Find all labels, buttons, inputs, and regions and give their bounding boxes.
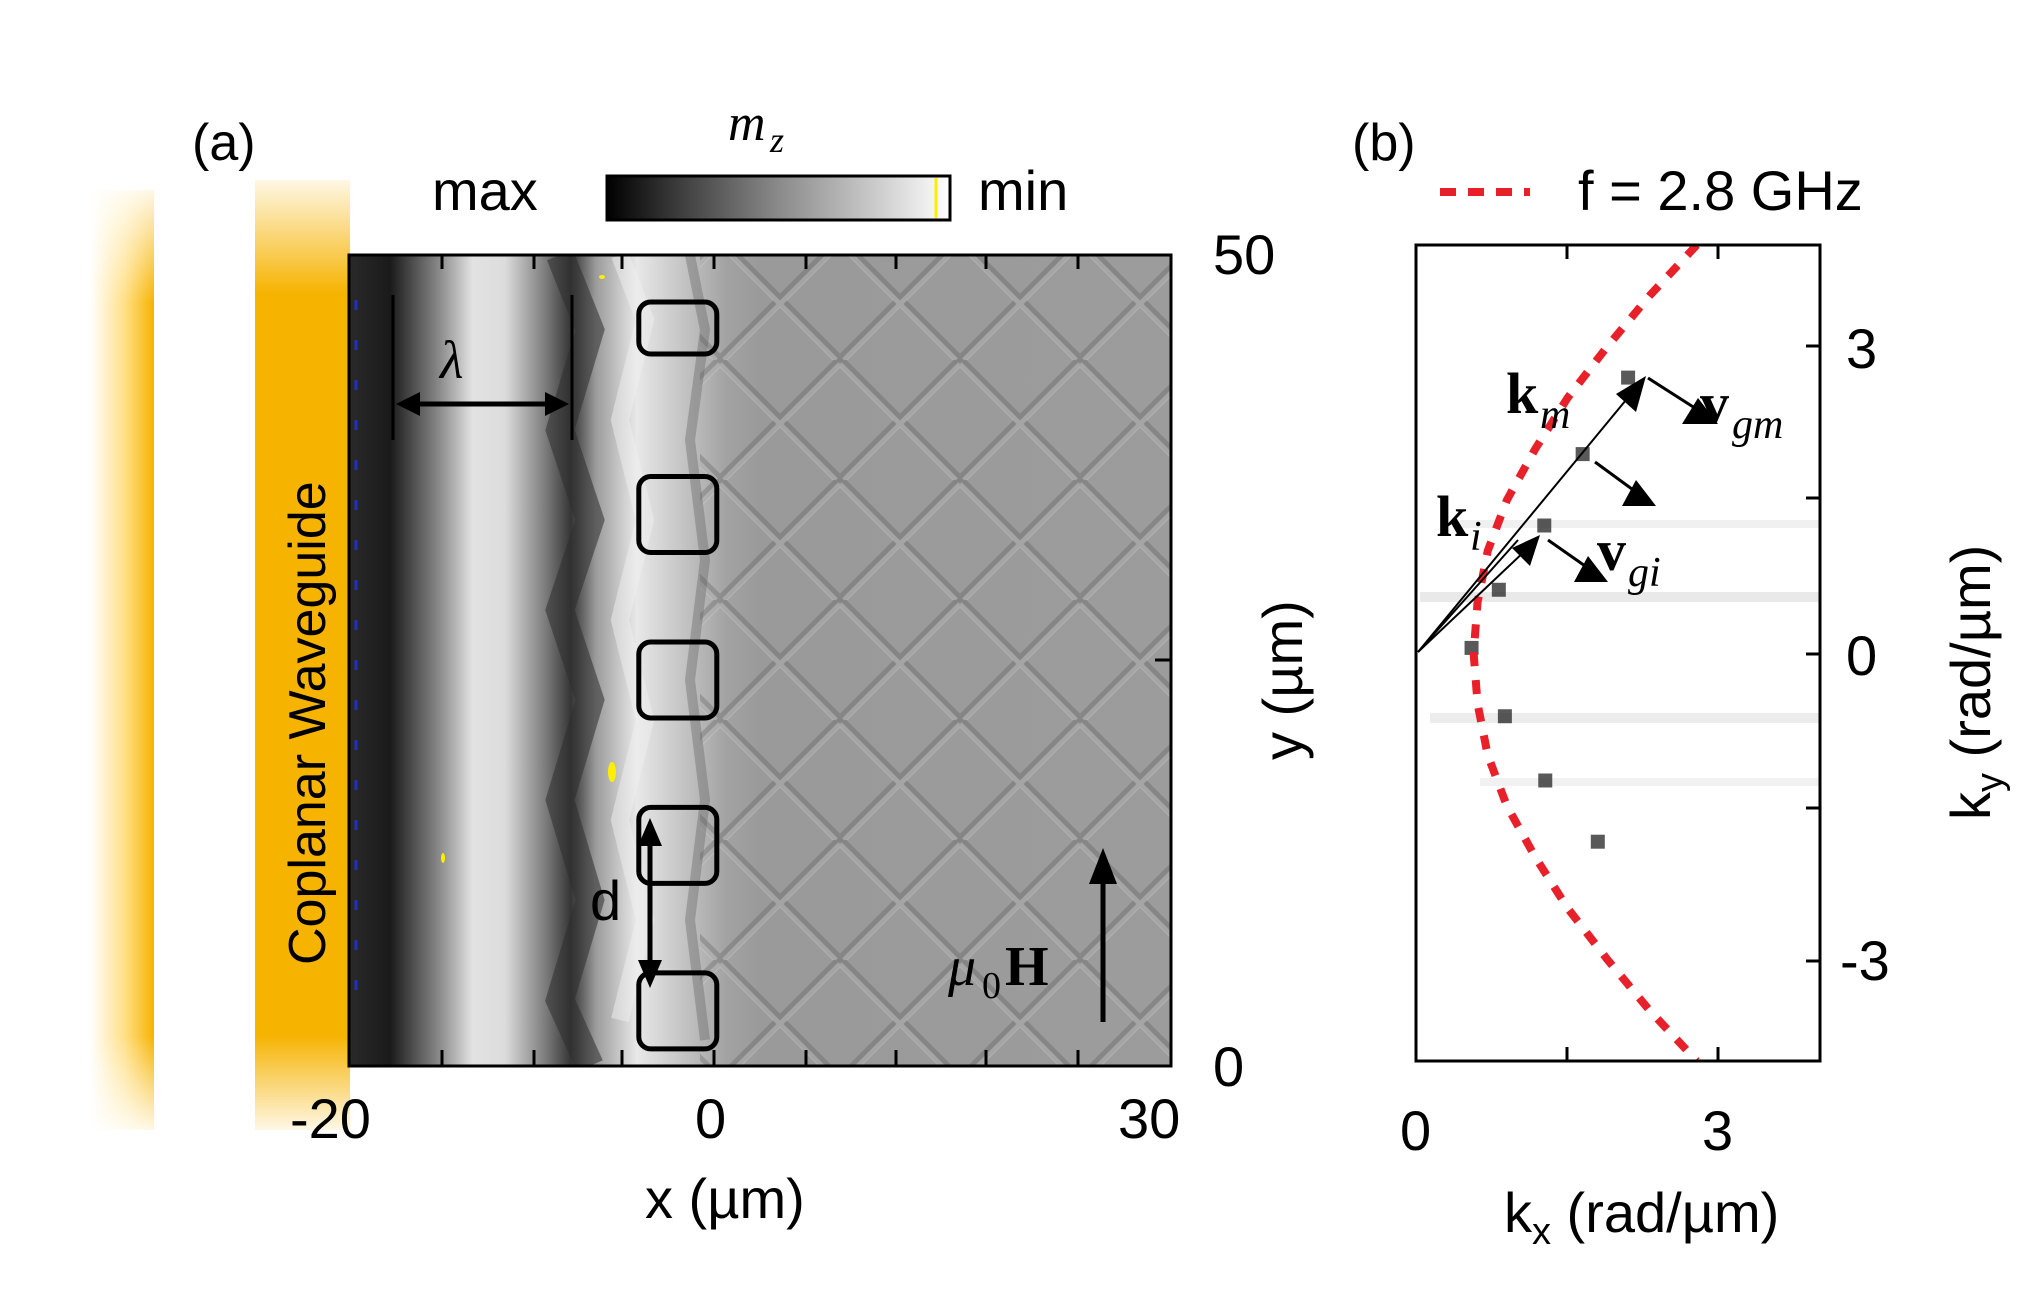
spin-wave-map bbox=[349, 255, 1171, 1066]
vg-arrow-icon bbox=[1622, 480, 1656, 506]
field-symbol: μ bbox=[947, 936, 976, 998]
spacing-label: d bbox=[590, 869, 621, 932]
legend: f = 2.8 GHz bbox=[1440, 159, 1863, 222]
legend-label: f = 2.8 GHz bbox=[1578, 159, 1863, 222]
km-subscript: m bbox=[1540, 392, 1570, 438]
kx-tick-label: 0 bbox=[1400, 1099, 1431, 1162]
x-axis-label: x (µm) bbox=[645, 1167, 805, 1230]
y-tick-label: 50 bbox=[1213, 223, 1275, 286]
spectrum bbox=[1420, 370, 1820, 849]
ky-axis-label: ky (rad/µm) bbox=[1939, 545, 2011, 820]
field-arrow-icon bbox=[1089, 848, 1117, 884]
y-axis-label: y (µm) bbox=[1251, 600, 1314, 760]
panel-b-label: (b) bbox=[1352, 114, 1416, 172]
panel-b-ticks bbox=[1565, 245, 1820, 1061]
x-tick-label: 30 bbox=[1118, 1087, 1180, 1150]
km-label: k bbox=[1506, 361, 1539, 426]
spacing-annotation: d bbox=[590, 818, 662, 988]
aperture-box bbox=[636, 639, 720, 721]
field-subscript: 0 bbox=[982, 965, 1001, 1007]
x-tick-label: 0 bbox=[695, 1087, 726, 1150]
vgm-subscript: gm bbox=[1732, 402, 1783, 448]
km-arrow-icon bbox=[1616, 376, 1646, 412]
vgi-label: v bbox=[1597, 518, 1626, 583]
ky-tick-label: 0 bbox=[1846, 624, 1877, 687]
colorbar: m z max min bbox=[432, 95, 1068, 222]
ki-subscript: i bbox=[1470, 514, 1482, 560]
yellow-marker bbox=[608, 762, 616, 782]
wavevector-annotations: k m k i v gm v gi bbox=[1417, 361, 1783, 653]
spectrum-peak bbox=[1464, 640, 1479, 655]
panel-a-ticks bbox=[347, 255, 1173, 1066]
aperture-group bbox=[636, 299, 720, 1052]
wavelength-annotation: λ bbox=[391, 295, 574, 440]
field-annotation: μ 0 H bbox=[947, 848, 1117, 1022]
ky-tick-label: -3 bbox=[1840, 929, 1890, 992]
colorbar-symbol: m bbox=[728, 95, 766, 152]
aperture-box bbox=[636, 299, 720, 357]
ky-tick-label: 3 bbox=[1846, 317, 1877, 380]
spectrum-peak bbox=[1491, 582, 1506, 597]
ki-label: k bbox=[1436, 484, 1469, 549]
aperture-box bbox=[636, 474, 720, 556]
field-vector: H bbox=[1005, 936, 1049, 998]
vgm-label: v bbox=[1700, 371, 1729, 436]
kx-axis-label: kx (rad/µm) bbox=[1504, 1181, 1779, 1253]
y-tick-label: 0 bbox=[1213, 1035, 1244, 1098]
coplanar-waveguide: Coplanar Waveguide bbox=[90, 180, 350, 1130]
ki-arrow-icon bbox=[1512, 535, 1540, 566]
colorbar-subscript: z bbox=[769, 120, 784, 160]
spectrum-peak bbox=[1621, 370, 1636, 385]
waveguide-label: Coplanar Waveguide bbox=[279, 481, 337, 965]
spectrum-peak bbox=[1497, 709, 1512, 724]
vgi-subscript: gi bbox=[1628, 550, 1661, 596]
kx-tick-label: 3 bbox=[1702, 1099, 1733, 1162]
vgm-arrow-icon bbox=[1682, 398, 1718, 424]
colorbar-min-label: min bbox=[978, 159, 1068, 222]
panel-a-label: (a) bbox=[192, 114, 256, 172]
vgi-arrow-icon bbox=[1574, 556, 1608, 582]
colorbar-gradient bbox=[605, 174, 952, 222]
spectrum-peak bbox=[1590, 834, 1605, 849]
spectrum-peak bbox=[1538, 773, 1553, 788]
aperture-box bbox=[636, 970, 720, 1052]
wavelength-label: λ bbox=[438, 330, 463, 390]
spectrum-peak bbox=[1537, 518, 1552, 533]
dispersion-curve bbox=[1469, 245, 1700, 1061]
x-tick-label: -20 bbox=[290, 1087, 371, 1150]
colorbar-max-label: max bbox=[432, 159, 538, 222]
